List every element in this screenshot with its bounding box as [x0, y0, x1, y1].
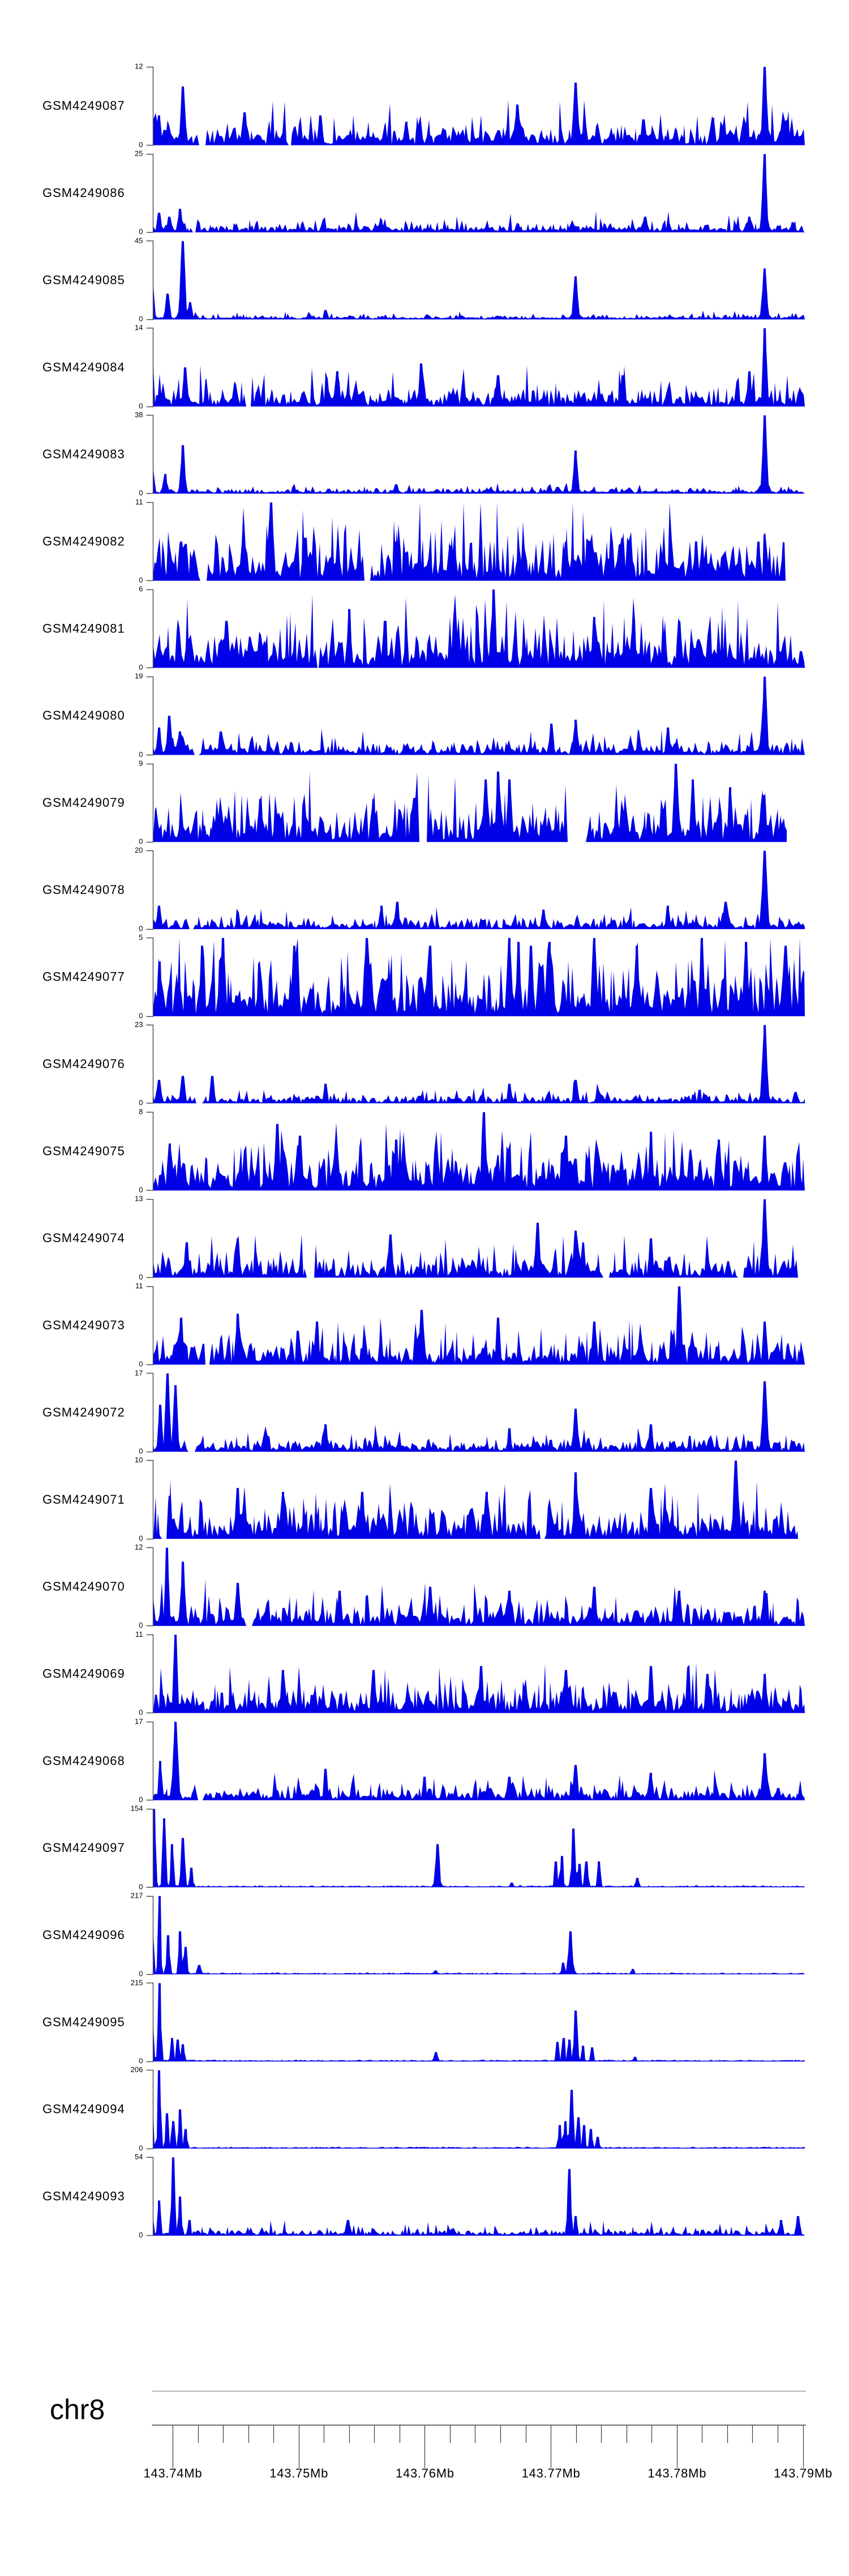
svg-text:217: 217: [131, 1891, 143, 1899]
svg-text:chr8: chr8: [50, 2394, 105, 2425]
svg-text:0: 0: [139, 1098, 143, 1107]
svg-text:143.79Mb: 143.79Mb: [774, 2466, 833, 2480]
svg-text:GSM4249097: GSM4249097: [42, 1841, 125, 1855]
svg-text:GSM4249073: GSM4249073: [42, 1318, 125, 1332]
svg-text:5: 5: [139, 933, 143, 942]
svg-text:143.77Mb: 143.77Mb: [522, 2466, 581, 2480]
svg-text:45: 45: [135, 236, 143, 245]
svg-text:6: 6: [139, 585, 143, 593]
svg-text:23: 23: [135, 1020, 143, 1029]
svg-text:GSM4249068: GSM4249068: [42, 1753, 125, 1768]
svg-text:206: 206: [131, 2065, 143, 2074]
svg-text:GSM4249071: GSM4249071: [42, 1492, 125, 1507]
svg-text:GSM4249085: GSM4249085: [42, 273, 125, 287]
svg-text:0: 0: [139, 228, 143, 236]
svg-text:143.75Mb: 143.75Mb: [269, 2466, 328, 2480]
svg-text:12: 12: [135, 1543, 143, 1551]
svg-text:GSM4249075: GSM4249075: [42, 1144, 125, 1158]
svg-text:11: 11: [135, 1630, 143, 1638]
svg-text:20: 20: [135, 846, 143, 854]
svg-text:0: 0: [139, 1273, 143, 1281]
svg-text:0: 0: [139, 1795, 143, 1804]
svg-text:154: 154: [131, 1804, 143, 1813]
svg-text:17: 17: [135, 1368, 143, 1377]
svg-text:GSM4249070: GSM4249070: [42, 1580, 125, 1594]
svg-text:0: 0: [139, 140, 143, 149]
svg-text:GSM4249094: GSM4249094: [42, 2102, 125, 2116]
svg-text:GSM4249074: GSM4249074: [42, 1231, 125, 1245]
svg-text:11: 11: [135, 498, 143, 506]
svg-text:GSM4249096: GSM4249096: [42, 1928, 125, 1942]
svg-text:0: 0: [139, 1186, 143, 1194]
svg-text:38: 38: [135, 410, 143, 419]
svg-text:0: 0: [139, 924, 143, 932]
svg-text:GSM4249080: GSM4249080: [42, 708, 125, 722]
svg-text:0: 0: [139, 2057, 143, 2065]
svg-text:0: 0: [139, 1882, 143, 1891]
svg-text:GSM4249069: GSM4249069: [42, 1667, 125, 1681]
svg-text:0: 0: [139, 1708, 143, 1717]
svg-text:0: 0: [139, 489, 143, 497]
svg-text:8: 8: [139, 1107, 143, 1116]
svg-text:GSM4249084: GSM4249084: [42, 360, 125, 374]
svg-text:GSM4249078: GSM4249078: [42, 883, 125, 897]
svg-text:0: 0: [139, 315, 143, 323]
svg-text:GSM4249072: GSM4249072: [42, 1405, 125, 1419]
svg-text:25: 25: [135, 149, 143, 157]
svg-text:0: 0: [139, 2231, 143, 2239]
svg-text:0: 0: [139, 1360, 143, 1368]
svg-text:GSM4249079: GSM4249079: [42, 795, 125, 810]
svg-text:0: 0: [139, 1447, 143, 1456]
svg-text:GSM4249077: GSM4249077: [42, 970, 125, 984]
svg-text:GSM4249082: GSM4249082: [42, 534, 125, 549]
svg-text:14: 14: [135, 323, 143, 332]
svg-text:215: 215: [131, 1978, 143, 1987]
svg-text:9: 9: [139, 759, 143, 767]
svg-text:0: 0: [139, 2143, 143, 2152]
svg-text:13: 13: [135, 1195, 143, 1203]
svg-text:GSM4249083: GSM4249083: [42, 447, 125, 461]
svg-text:GSM4249095: GSM4249095: [42, 2015, 125, 2029]
svg-text:0: 0: [139, 1621, 143, 1629]
svg-text:GSM4249086: GSM4249086: [42, 186, 125, 200]
svg-text:19: 19: [135, 672, 143, 681]
svg-text:GSM4249087: GSM4249087: [42, 99, 125, 113]
svg-text:0: 0: [139, 1534, 143, 1542]
svg-text:0: 0: [139, 1970, 143, 1978]
svg-text:11: 11: [135, 1282, 143, 1290]
svg-text:GSM4249093: GSM4249093: [42, 2189, 125, 2203]
svg-text:0: 0: [139, 837, 143, 846]
svg-text:0: 0: [139, 750, 143, 759]
svg-text:0: 0: [139, 401, 143, 410]
svg-text:143.78Mb: 143.78Mb: [648, 2466, 706, 2480]
svg-text:54: 54: [135, 2153, 143, 2161]
svg-text:143.76Mb: 143.76Mb: [396, 2466, 454, 2480]
svg-text:10: 10: [135, 1456, 143, 1464]
svg-text:GSM4249081: GSM4249081: [42, 621, 125, 635]
svg-text:GSM4249076: GSM4249076: [42, 1057, 125, 1071]
svg-text:0: 0: [139, 1011, 143, 1020]
svg-text:17: 17: [135, 1717, 143, 1726]
svg-text:0: 0: [139, 576, 143, 584]
svg-text:0: 0: [139, 663, 143, 671]
svg-text:143.74Mb: 143.74Mb: [144, 2466, 203, 2480]
svg-text:12: 12: [135, 62, 143, 71]
